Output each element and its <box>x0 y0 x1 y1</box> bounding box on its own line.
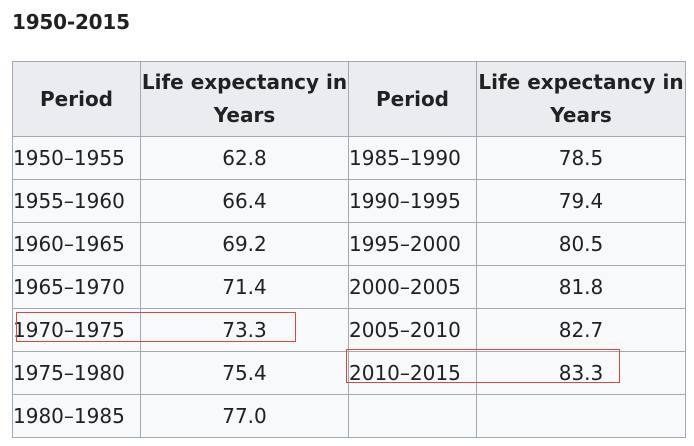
column-header-period-right[interactable]: Period <box>348 61 477 137</box>
table-row: 1975–1980 75.4 2010–2015 83.3 <box>12 351 686 395</box>
life-expectancy-cell: 71.4 <box>140 265 349 309</box>
period-cell: 2000–2005 <box>348 265 477 309</box>
period-cell: 1985–1990 <box>348 136 477 180</box>
table-row: 1960–1965 69.2 1995–2000 80.5 <box>12 222 686 266</box>
period-cell: 1995–2000 <box>348 222 477 266</box>
life-expectancy-cell: 73.3 <box>140 308 349 352</box>
life-expectancy-cell: 75.4 <box>140 351 349 395</box>
table-row: 1970–1975 73.3 2005–2010 82.7 <box>12 308 686 352</box>
life-expectancy-table: Period Life expectancy in Years Period L… <box>12 61 686 438</box>
life-expectancy-cell: 78.5 <box>476 136 686 180</box>
period-cell: 1950–1955 <box>12 136 141 180</box>
period-cell: 1975–1980 <box>12 351 141 395</box>
column-header-life-expectancy-left[interactable]: Life expectancy in Years <box>140 61 349 137</box>
table-header-row: Period Life expectancy in Years Period L… <box>12 61 686 137</box>
life-expectancy-cell: 62.8 <box>140 136 349 180</box>
period-cell: 1970–1975 <box>12 308 141 352</box>
period-cell: 1980–1985 <box>12 394 141 438</box>
period-cell: 2005–2010 <box>348 308 477 352</box>
life-expectancy-cell: 80.5 <box>476 222 686 266</box>
life-expectancy-cell: 77.0 <box>140 394 349 438</box>
table-row: 1980–1985 77.0 <box>12 394 686 438</box>
life-expectancy-cell: 82.7 <box>476 308 686 352</box>
life-expectancy-cell: 79.4 <box>476 179 686 223</box>
period-cell: 2010–2015 <box>348 351 477 395</box>
life-expectancy-cell: 66.4 <box>140 179 349 223</box>
empty-cell <box>348 394 477 438</box>
life-expectancy-cell: 69.2 <box>140 222 349 266</box>
table-row: 1955–1960 66.4 1990–1995 79.4 <box>12 179 686 223</box>
empty-cell <box>476 394 686 438</box>
table-row: 1950–1955 62.8 1985–1990 78.5 <box>12 136 686 180</box>
period-cell: 1960–1965 <box>12 222 141 266</box>
column-header-life-expectancy-right[interactable]: Life expectancy in Years <box>476 61 686 137</box>
life-expectancy-cell: 81.8 <box>476 265 686 309</box>
table-caption: 1950-2015 <box>12 10 130 34</box>
table-row: 1965–1970 71.4 2000–2005 81.8 <box>12 265 686 309</box>
period-cell: 1955–1960 <box>12 179 141 223</box>
column-header-period-left[interactable]: Period <box>12 61 141 137</box>
period-cell: 1990–1995 <box>348 179 477 223</box>
period-cell: 1965–1970 <box>12 265 141 309</box>
life-expectancy-cell: 83.3 <box>476 351 686 395</box>
